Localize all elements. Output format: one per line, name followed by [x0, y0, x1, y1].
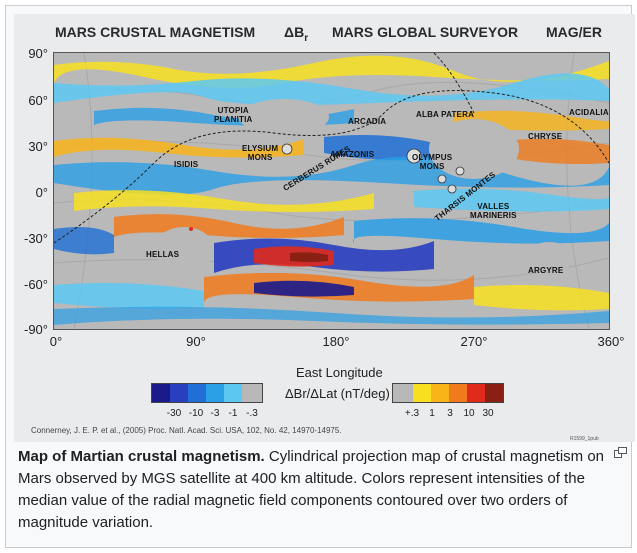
region-label: ELYSIUM MONS: [242, 144, 279, 162]
x-axis-title: East Longitude: [296, 365, 383, 380]
anomaly-bands: [54, 55, 609, 325]
legend-swatch: [449, 384, 467, 402]
y-tick: -30°: [24, 231, 48, 246]
y-tick: 0°: [35, 185, 48, 200]
legend-tick: -.3: [246, 408, 258, 419]
region-label: ISIDIS: [174, 160, 199, 169]
region-label: CHRYSE: [528, 132, 563, 141]
legend-tick: -1: [228, 408, 238, 419]
region-label: OLYMPUS MONS: [412, 153, 453, 171]
x-tick: 180°: [322, 334, 350, 349]
y-tick: -60°: [24, 277, 48, 292]
legend-swatch: [485, 384, 503, 402]
region-label: ACIDALIA: [569, 108, 609, 117]
legend-swatch: [393, 384, 413, 402]
legend-tick: -3: [210, 408, 220, 419]
mars-magnetic-map: [53, 52, 610, 330]
header-title-center: MARS GLOBAL SURVEYOR: [332, 24, 519, 40]
volcano-markers: [281, 143, 465, 194]
figure-caption: Map of Martian crustal magnetism. Cylind…: [18, 446, 608, 534]
figure-thumbnail: MARS CRUSTAL MAGNETISM ΔBr MARS GLOBAL S…: [5, 5, 635, 548]
header-title-left: MARS CRUSTAL MAGNETISM: [55, 24, 256, 40]
y-tick: 30°: [28, 139, 48, 154]
x-tick: 90°: [186, 334, 206, 349]
legend-swatch: [224, 384, 242, 402]
region-label: HELLAS: [146, 250, 180, 259]
region-label: ARGYRE: [528, 266, 564, 275]
legend-tick: -10: [188, 408, 204, 419]
caption-title: Map of Martian crustal magnetism.: [18, 448, 265, 465]
legend-swatch: [206, 384, 224, 402]
legend-tick: 10: [463, 408, 475, 419]
legend-tick: -30: [166, 408, 182, 419]
y-tick: -90°: [24, 322, 48, 337]
legend-positive-scale: [392, 383, 504, 403]
caption-text: Cylindrical projection map of crustal ma…: [18, 448, 605, 531]
legend-swatch: [413, 384, 431, 402]
y-tick: 90°: [28, 46, 48, 61]
legend-title: ΔBr/ΔLat (nT/deg): [285, 386, 390, 401]
legend-tick: 1: [429, 408, 435, 419]
y-tick: 60°: [28, 93, 48, 108]
citation: Connerney, J. E. P. et al., (2005) Proc.…: [31, 426, 342, 435]
figure-id: R1599_1pub: [570, 436, 599, 442]
legend-swatch: [242, 384, 262, 402]
region-label: ARCADIA: [348, 117, 387, 126]
legend-tick: +.3: [404, 408, 420, 419]
legend-tick: 30: [482, 408, 494, 419]
region-label: AMAZONIS: [330, 150, 375, 159]
region-label: UTOPIA PLANITIA: [214, 106, 253, 124]
magnify-clip-icon[interactable]: [614, 447, 627, 458]
magnetic-anomaly-map: [54, 53, 609, 329]
legend-swatch: [431, 384, 449, 402]
x-tick: 270°: [460, 334, 488, 349]
legend-negative-scale: [151, 383, 263, 403]
x-tick: 0°: [49, 334, 63, 349]
x-tick: 360°: [597, 334, 625, 349]
legend-swatch: [152, 384, 170, 402]
legend-swatch: [170, 384, 188, 402]
header-title-right: MAG/ER: [546, 24, 602, 40]
legend-tick: 3: [447, 408, 453, 419]
region-label: VALLES MARINERIS: [470, 202, 517, 220]
region-label: ALBA PATERA: [416, 110, 475, 119]
legend-swatch: [467, 384, 485, 402]
legend-swatch: [188, 384, 206, 402]
mars-magnetism-figure[interactable]: MARS CRUSTAL MAGNETISM ΔBr MARS GLOBAL S…: [14, 14, 635, 442]
header-symbol: ΔBr: [284, 24, 309, 44]
